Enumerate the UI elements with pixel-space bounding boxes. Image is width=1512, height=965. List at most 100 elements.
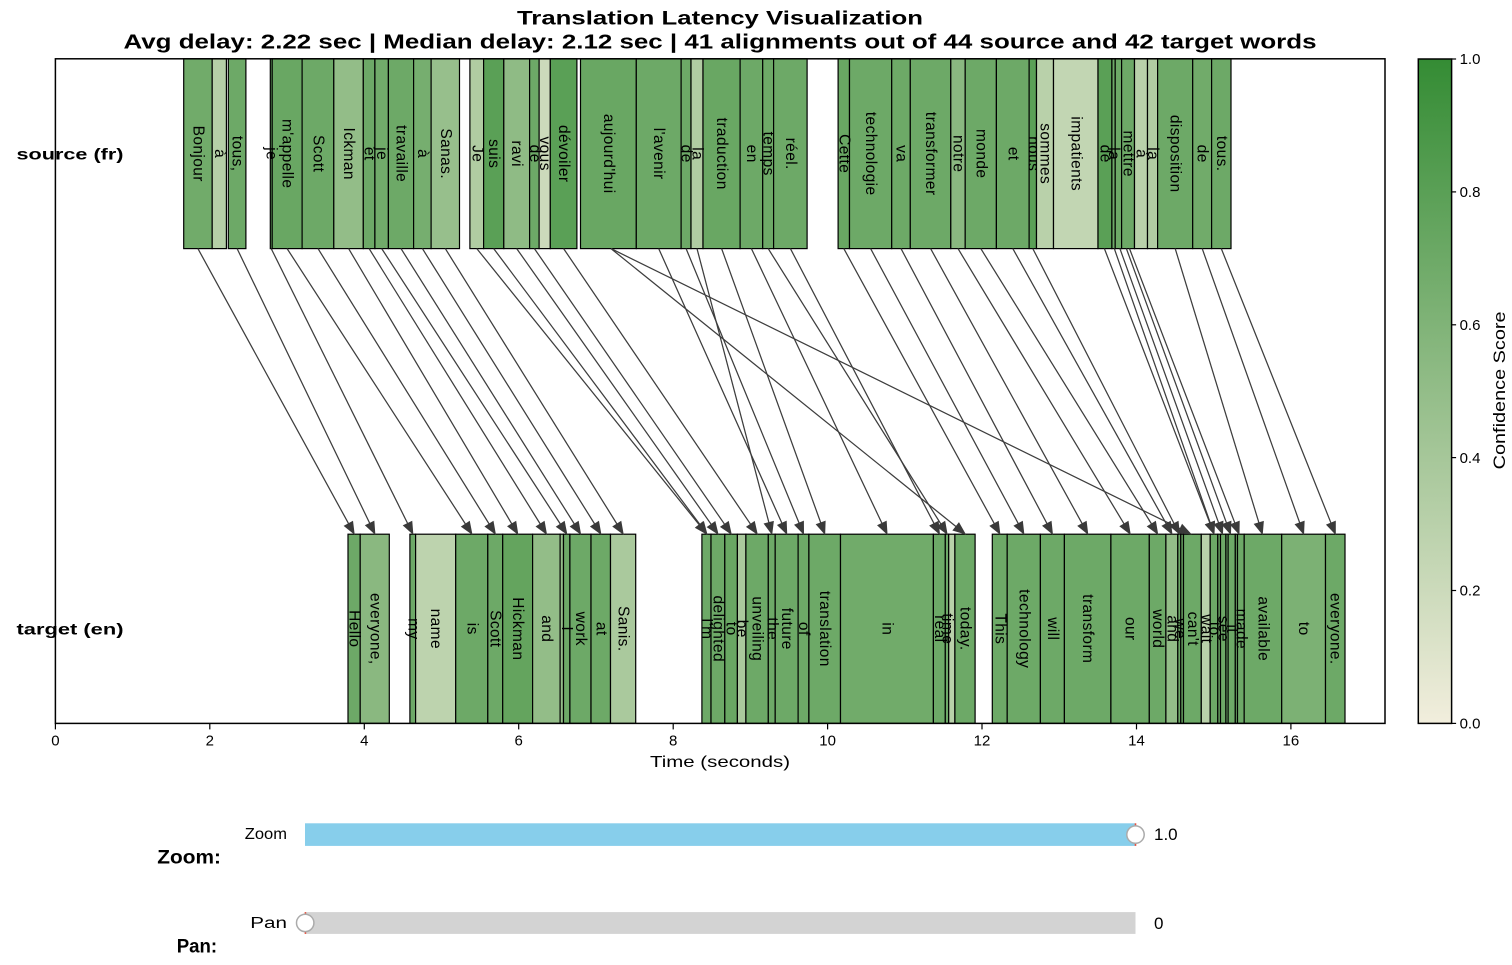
svg-text:0.2: 0.2 <box>1460 583 1481 600</box>
svg-text:can't: can't <box>1184 612 1201 647</box>
svg-text:travaille: travaille <box>393 125 410 182</box>
svg-text:transformer: transformer <box>922 112 939 196</box>
svg-text:je: je <box>373 146 390 160</box>
svg-text:temps: temps <box>760 132 777 176</box>
svg-text:nous: nous <box>1024 136 1041 171</box>
svg-text:future: future <box>778 608 795 650</box>
svg-text:traduction: traduction <box>713 118 730 190</box>
svg-text:de: de <box>1097 145 1114 163</box>
svg-text:vous: vous <box>536 137 553 171</box>
svg-text:unveiling: unveiling <box>749 596 766 661</box>
svg-text:0.8: 0.8 <box>1460 184 1481 201</box>
svg-text:mettre: mettre <box>1120 131 1137 177</box>
svg-text:Confidence Score: Confidence Score <box>1490 311 1509 469</box>
svg-text:at: at <box>592 622 609 636</box>
svg-text:it: it <box>1223 625 1240 634</box>
svg-text:available: available <box>1255 596 1272 661</box>
svg-text:à: à <box>211 149 228 158</box>
svg-text:réel.: réel. <box>782 138 799 170</box>
svg-text:we: we <box>1171 617 1188 639</box>
svg-text:Sanas.: Sanas. <box>437 128 454 179</box>
svg-text:va: va <box>893 145 910 162</box>
svg-text:today.: today. <box>957 607 974 650</box>
svg-text:my: my <box>404 618 421 639</box>
svg-text:technology: technology <box>1015 589 1032 668</box>
svg-text:and: and <box>538 615 555 642</box>
svg-text:Pan: Pan <box>250 915 287 932</box>
svg-text:disposition: disposition <box>1167 115 1184 193</box>
svg-text:6: 6 <box>515 733 523 750</box>
svg-text:translation: translation <box>816 591 833 667</box>
svg-text:impatients: impatients <box>1067 116 1084 191</box>
svg-text:name: name <box>427 609 444 649</box>
svg-text:1.0: 1.0 <box>1460 51 1481 68</box>
svg-text:time: time <box>939 613 956 644</box>
svg-text:Je: Je <box>468 145 485 162</box>
svg-text:4: 4 <box>360 733 368 750</box>
svg-text:see: see <box>1215 616 1232 642</box>
svg-text:Cette: Cette <box>835 134 852 173</box>
svg-text:l'avenir: l'avenir <box>650 128 667 180</box>
svg-text:in: in <box>879 622 896 635</box>
svg-text:de: de <box>678 145 695 163</box>
svg-text:made: made <box>1232 609 1249 649</box>
svg-text:0.6: 0.6 <box>1460 317 1481 334</box>
svg-text:sommes: sommes <box>1037 123 1054 184</box>
svg-text:Ickman: Ickman <box>340 128 357 180</box>
svg-text:source (fr): source (fr) <box>17 146 124 163</box>
svg-text:our: our <box>1122 617 1139 641</box>
svg-text:wait: wait <box>1197 613 1214 643</box>
svg-text:0.4: 0.4 <box>1460 450 1481 467</box>
svg-text:Zoom:: Zoom: <box>157 847 221 869</box>
svg-text:tous.: tous. <box>1213 136 1230 172</box>
svg-text:m'appelle: m'appelle <box>279 119 296 188</box>
svg-text:la: la <box>1105 147 1122 160</box>
svg-text:tous,: tous, <box>229 136 246 172</box>
svg-text:Scott: Scott <box>487 610 504 648</box>
svg-text:Hickman: Hickman <box>509 597 526 660</box>
svg-text:be: be <box>733 620 750 638</box>
svg-text:Sanis.: Sanis. <box>615 606 632 651</box>
svg-text:à: à <box>414 149 431 158</box>
svg-text:and: and <box>1163 615 1180 642</box>
svg-text:la: la <box>689 147 706 160</box>
svg-text:of: of <box>795 622 812 636</box>
svg-text:real: real <box>931 615 948 642</box>
svg-text:Bonjour: Bonjour <box>189 126 206 182</box>
svg-text:delighted: delighted <box>709 596 726 663</box>
svg-text:everyone.: everyone. <box>1327 593 1344 665</box>
svg-text:Scott: Scott <box>310 135 327 173</box>
svg-text:14: 14 <box>1128 733 1145 750</box>
svg-text:monde: monde <box>972 129 989 178</box>
svg-text:à: à <box>1133 149 1150 158</box>
svg-text:de: de <box>1194 145 1211 163</box>
svg-text:2: 2 <box>206 733 214 750</box>
svg-text:et: et <box>1004 147 1021 161</box>
svg-text:et: et <box>361 147 378 161</box>
svg-text:to: to <box>1295 622 1312 636</box>
svg-text:10: 10 <box>819 733 836 750</box>
svg-text:12: 12 <box>974 733 991 750</box>
svg-text:will: will <box>1044 616 1061 640</box>
svg-text:the: the <box>763 617 780 640</box>
svg-text:8: 8 <box>669 733 677 750</box>
svg-text:work: work <box>572 611 589 646</box>
svg-text:everyone,: everyone, <box>366 593 383 665</box>
svg-text:la: la <box>1144 147 1161 160</box>
svg-text:target (en): target (en) <box>17 621 124 638</box>
svg-text:to: to <box>1206 622 1223 636</box>
svg-text:1.0: 1.0 <box>1154 825 1178 844</box>
svg-text:aujourd'hui: aujourd'hui <box>600 114 617 194</box>
svg-text:je: je <box>263 146 280 160</box>
svg-text:This: This <box>991 613 1008 644</box>
svg-text:technologie: technologie <box>862 112 879 196</box>
svg-text:en: en <box>743 145 760 163</box>
svg-text:I: I <box>558 626 575 631</box>
svg-text:Time (seconds): Time (seconds) <box>650 754 790 771</box>
svg-text:Translation Latency Visualizat: Translation Latency Visualization <box>517 9 923 30</box>
svg-text:is: is <box>463 623 480 635</box>
svg-text:0: 0 <box>51 733 59 750</box>
svg-text:Pan:: Pan: <box>177 936 217 958</box>
svg-text:0: 0 <box>1154 914 1163 933</box>
svg-text:dévoiler: dévoiler <box>555 125 572 182</box>
